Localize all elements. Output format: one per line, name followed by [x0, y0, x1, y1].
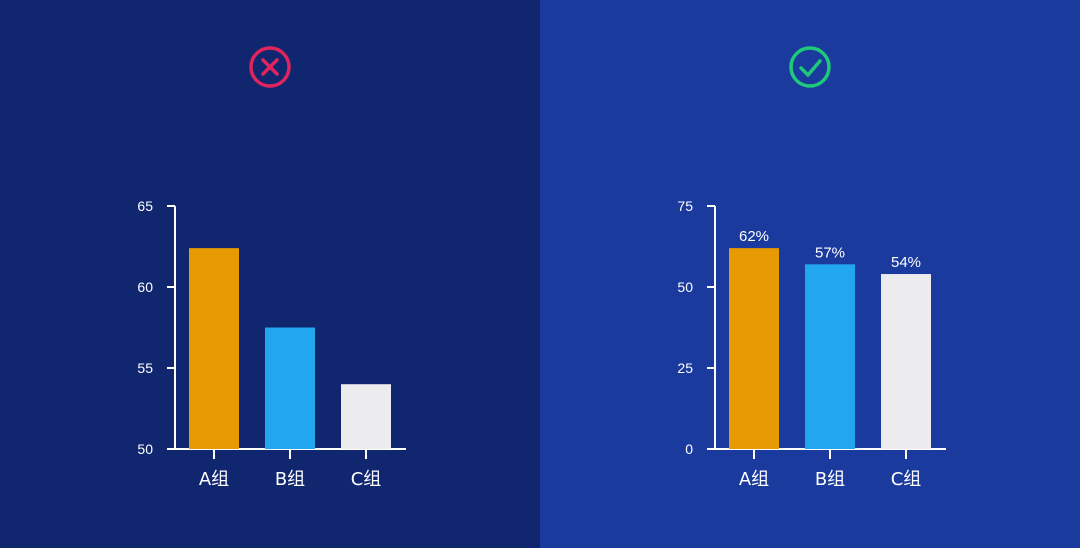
bar	[265, 327, 315, 449]
x-tick-label: B组	[815, 469, 845, 490]
x-tick-label: B组	[275, 469, 305, 490]
bar	[729, 248, 779, 449]
bar	[189, 248, 239, 449]
y-tick-label: 65	[137, 198, 153, 214]
correct-example-chart: 0 25 50 75 A组 62% B组 57% C组 54%	[677, 46, 946, 490]
correct-example-panel: 0 25 50 75 A组 62% B组 57% C组 54%	[540, 0, 1080, 548]
y-tick-label: 55	[137, 360, 153, 376]
data-label: 57%	[815, 244, 845, 261]
x-tick-label: A组	[199, 469, 229, 490]
y-tick-label: 50	[137, 441, 153, 457]
bar	[881, 274, 931, 449]
y-tick-label: 75	[677, 198, 693, 214]
bar	[341, 384, 391, 449]
x-tick-label: C组	[891, 469, 922, 490]
y-tick-label: 0	[685, 441, 693, 457]
check-circle-icon	[789, 46, 831, 88]
cross-circle-icon	[249, 46, 291, 88]
data-label: 62%	[739, 228, 769, 245]
y-tick-label: 60	[137, 279, 153, 295]
wrong-example-panel: 50 55 60 65 A组 B组 C组	[0, 0, 540, 548]
x-tick-label: C组	[351, 469, 382, 490]
data-label: 54%	[891, 254, 921, 271]
bar	[805, 264, 855, 449]
y-tick-label: 50	[677, 279, 693, 295]
wrong-example-chart: 50 55 60 65 A组 B组 C组	[137, 46, 406, 490]
y-tick-label: 25	[677, 360, 693, 376]
x-tick-label: A组	[739, 469, 769, 490]
